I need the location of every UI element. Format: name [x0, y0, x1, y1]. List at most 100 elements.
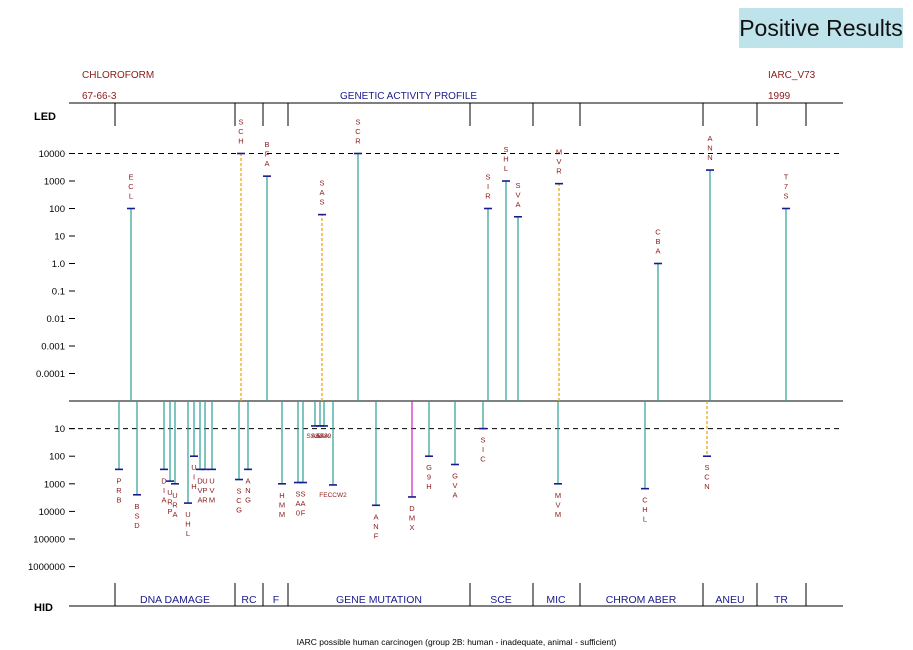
probe-label-char: C — [355, 127, 361, 136]
probe-label-char: F — [374, 531, 379, 540]
lower-tick-label: 100 — [49, 452, 65, 463]
probe-label-char: T — [784, 173, 789, 182]
upper-tick-label: 0.01 — [47, 314, 66, 325]
probe-label-char: D — [197, 476, 203, 485]
probe-label-char: M — [409, 513, 415, 522]
probe-label-char: L — [504, 164, 508, 173]
probe-label-char: C — [655, 228, 661, 237]
lower-tick-label: 10000 — [39, 507, 65, 518]
probe-label-char: I — [487, 182, 489, 191]
probe-label-char: A — [300, 499, 305, 508]
probe-label-char: R — [355, 137, 361, 146]
probe-label-char: H — [191, 482, 196, 491]
probe-label-char: H — [426, 482, 431, 491]
probe-label-char: U — [209, 476, 214, 485]
probe-label-char: H — [185, 520, 190, 529]
probe-label-char: S — [295, 490, 300, 499]
probe-label-char: V — [555, 500, 560, 509]
probe-label-char: S — [503, 145, 508, 154]
probe-label-char: I — [163, 486, 165, 495]
probe-label-char: A — [515, 200, 520, 209]
probe-label-char: S — [485, 173, 490, 182]
upper-tick-label: 0.1 — [52, 287, 65, 298]
probe-label-char: R — [202, 495, 208, 504]
probe-label-char: G — [245, 495, 251, 504]
probe-label-char: M — [555, 491, 561, 500]
probe-label-char: M — [279, 510, 285, 519]
lower-tick-label: 10 — [54, 424, 65, 435]
probe-label-char: V — [515, 190, 520, 199]
probe-label: AAAA — [311, 433, 329, 440]
probe-label-char: D — [161, 476, 167, 485]
classification-footnote: IARC possible human carcinogen (group 2B… — [296, 637, 617, 647]
probe-label-char: P — [167, 507, 172, 516]
probe-label-char: S — [515, 181, 520, 190]
probe-label-char: S — [134, 511, 139, 520]
lower-tick-label: 100000 — [33, 535, 65, 546]
probe-label-char: U — [191, 463, 196, 472]
group-label: CHROM ABER — [606, 594, 677, 606]
probe-label-char: A — [707, 134, 712, 143]
probe-label: 5789 — [317, 433, 332, 440]
probe-label-char: C — [642, 496, 648, 505]
probe-label-char: X — [409, 523, 414, 532]
probe-label-char: M — [555, 510, 561, 519]
probe-label-char: A — [264, 159, 269, 168]
probe-label-char: V — [452, 481, 457, 490]
probe-label-char: S — [238, 118, 243, 127]
probe-label-char: G — [426, 463, 432, 472]
probe-label-char: S — [783, 192, 788, 201]
probe-label-char: 7 — [784, 182, 788, 191]
probe-label-char: P — [116, 476, 121, 485]
probe-label-char: R — [172, 500, 178, 509]
probe-label-char: S — [319, 198, 324, 207]
upper-tick-label: 10 — [54, 232, 65, 243]
probe-label-char: F — [301, 509, 306, 518]
upper-tick-label: 1.0 — [52, 259, 65, 270]
probe-label-char: D — [134, 521, 140, 530]
probe-label-char: U — [172, 491, 177, 500]
probe-label-char: D — [409, 504, 415, 513]
probe-label-char: G — [236, 506, 242, 515]
probe-label-char: A — [373, 512, 378, 521]
probe-label-char: C — [480, 455, 486, 464]
probe-label-char: A — [197, 495, 202, 504]
cas-number: 67-66-3 — [82, 91, 117, 102]
group-label: DNA DAMAGE — [140, 594, 210, 606]
probe-label-char: R — [556, 167, 562, 176]
probe-label-char: H — [503, 155, 508, 164]
probe-label-char: I — [193, 473, 195, 482]
probe-label-char: N — [707, 153, 712, 162]
probe-label-char: S — [236, 487, 241, 496]
probe-label-char: S — [480, 436, 485, 445]
probe-label-char: L — [129, 192, 133, 201]
probe-label-char: N — [707, 144, 712, 153]
probe-label-char: 0 — [296, 509, 300, 518]
probe-label-char: C — [238, 127, 244, 136]
probe-label-char: S — [319, 179, 324, 188]
probe-label-char: C — [704, 473, 710, 482]
probe-label-char: N — [373, 522, 378, 531]
probe-label-char: N — [245, 486, 250, 495]
probe-label-char: R — [485, 192, 491, 201]
lower-tick-label: 1000 — [44, 479, 65, 490]
probe-label-char: M — [209, 495, 215, 504]
probe-label-char: 9 — [427, 473, 431, 482]
probe-label-char: L — [643, 515, 647, 524]
group-label: ANEU — [715, 594, 744, 606]
probe-label-char: A — [172, 510, 177, 519]
probe-label-char: S — [355, 118, 360, 127]
probe-label-char: B — [116, 495, 121, 504]
probe-label-char: H — [279, 491, 284, 500]
group-label: RC — [241, 594, 257, 606]
source-id: IARC_V73 — [768, 70, 816, 81]
hid-axis-label: HID — [34, 602, 53, 614]
group-label: SCE — [490, 594, 512, 606]
agent-name: CHLOROFORM — [82, 70, 155, 81]
probe-label-char: S — [704, 463, 709, 472]
probe-label-char: L — [186, 529, 190, 538]
probe-label-char: A — [295, 499, 300, 508]
probe-label-char: C — [128, 182, 134, 191]
probe-label-char: A — [452, 491, 457, 500]
